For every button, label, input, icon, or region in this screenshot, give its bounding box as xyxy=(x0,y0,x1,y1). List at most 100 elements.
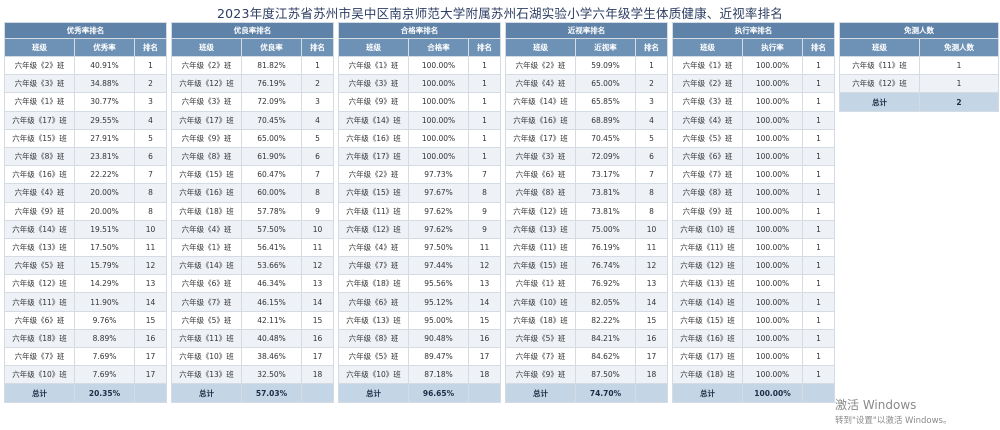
table-cell: 六年级《16》班 xyxy=(4,165,75,185)
table-row: 六年级《11》班 97.62% 9 xyxy=(338,201,502,221)
table-row: 六年级《13》班 17.50% 11 xyxy=(4,237,168,258)
table-cell: 13 xyxy=(467,274,502,294)
excellent-rate-table-caption: 优秀率排名 xyxy=(3,22,168,39)
table-cell: 六年级《16》班 xyxy=(171,183,242,203)
table-cell: 六年级《11》班 xyxy=(839,55,920,76)
table-cell: 17 xyxy=(133,346,168,367)
total-label: 总计 xyxy=(672,383,743,404)
pass-rate-table-caption: 合格率排名 xyxy=(337,22,502,39)
table-cell: 六年级《18》班 xyxy=(338,274,409,294)
table-cell: 17 xyxy=(300,346,335,367)
table-cell: 76.19% xyxy=(241,74,302,94)
table-cell: 六年级《2》班 xyxy=(505,55,576,76)
total-label: 总计 xyxy=(839,92,920,113)
table-cell: 75.00% xyxy=(575,219,636,239)
table-row: 六年级《15》班 100.00% 1 xyxy=(672,310,836,330)
table-row: 六年级《2》班 97.73% 7 xyxy=(338,165,502,185)
table-cell: 六年级《4》班 xyxy=(672,110,743,130)
total-value: 57.03% xyxy=(241,383,302,404)
table-row: 六年级《15》班 60.47% 7 xyxy=(171,165,335,185)
table-cell: 六年级《3》班 xyxy=(672,92,743,112)
table-cell: 7 xyxy=(467,165,502,185)
table-cell: 100.00% xyxy=(742,365,803,385)
table-cell: 72.09% xyxy=(241,92,302,112)
table-cell: 六年级《7》班 xyxy=(171,292,242,312)
table-cell: 六年级《3》班 xyxy=(505,146,576,167)
table-cell: 100.00% xyxy=(742,74,803,94)
table-cell: 22.22% xyxy=(74,165,135,185)
table-cell: 3 xyxy=(634,92,669,112)
table-row: 六年级《3》班 72.09% 6 xyxy=(505,146,669,167)
total-row: 总计 20.35% xyxy=(4,383,168,404)
table-cell: 1 xyxy=(467,55,502,76)
table-cell: 1 xyxy=(133,55,168,76)
column-header: 近视率 xyxy=(575,38,636,57)
table-row: 六年级《12》班 97.62% 9 xyxy=(338,219,502,239)
exempt-count-table: 免测人数 班级 免测人数 六年级《11》班 1 六年级《12》班 1 总计 2 xyxy=(839,22,999,113)
table-cell: 100.00% xyxy=(742,310,803,330)
table-row: 六年级《2》班 59.09% 1 xyxy=(505,55,669,76)
table-cell: 76.19% xyxy=(575,237,636,258)
table-cell: 1 xyxy=(801,183,836,203)
table-cell: 1 xyxy=(300,55,335,76)
table-cell: 15 xyxy=(467,310,502,330)
table-cell: 23.81% xyxy=(74,146,135,167)
table-cell: 六年级《13》班 xyxy=(505,219,576,239)
table-cell: 6 xyxy=(634,146,669,167)
table-cell: 六年级《1》班 xyxy=(4,92,75,112)
windows-activation-watermark: 激活 Windows 转到"设置"以激活 Windows。 xyxy=(835,396,951,426)
good-rate-table: 优良率排名 班级 优良率 排名 六年级《2》班 81.82% 1 六年级《12》班 76.19%… xyxy=(170,22,335,404)
table-row: 六年级《15》班 27.91% 5 xyxy=(4,128,168,148)
total-row: 总计 100.00% xyxy=(672,383,836,404)
table-cell: 10 xyxy=(133,219,168,239)
execution-rate-table-caption: 执行率排名 xyxy=(671,22,836,39)
table-cell: 六年级《12》班 xyxy=(672,256,743,276)
table-cell: 100.00% xyxy=(408,92,469,112)
table-row: 六年级《18》班 82.22% 15 xyxy=(505,310,669,330)
table-row: 六年级《14》班 53.66% 12 xyxy=(171,256,335,276)
table-cell: 1 xyxy=(801,74,836,94)
table-row: 六年级《18》班 8.89% 16 xyxy=(4,328,168,349)
table-row: 六年级《6》班 73.17% 7 xyxy=(505,165,669,185)
table-cell: 100.00% xyxy=(408,146,469,167)
table-cell: 六年级《17》班 xyxy=(505,128,576,148)
table-cell: 15 xyxy=(300,310,335,330)
table-cell: 六年级《8》班 xyxy=(505,183,576,203)
column-header: 班级 xyxy=(505,38,576,57)
table-row: 六年级《13》班 75.00% 10 xyxy=(505,219,669,239)
total-rank-empty xyxy=(801,383,836,404)
table-cell: 1 xyxy=(467,92,502,112)
table-cell: 14 xyxy=(467,292,502,312)
table-cell: 87.18% xyxy=(408,365,469,385)
table-cell: 1 xyxy=(801,328,836,349)
table-cell: 8.89% xyxy=(74,328,135,349)
table-cell: 1 xyxy=(801,292,836,312)
total-rank-empty xyxy=(300,383,335,404)
table-cell: 六年级《2》班 xyxy=(338,165,409,185)
total-row: 总计 96.65% xyxy=(338,383,502,404)
total-label: 总计 xyxy=(338,383,409,404)
table-cell: 84.21% xyxy=(575,328,636,349)
table-cell: 100.00% xyxy=(408,74,469,94)
table-row: 六年级《10》班 7.69% 17 xyxy=(4,365,168,385)
table-cell: 32.50% xyxy=(241,365,302,385)
table-cell: 100.00% xyxy=(742,328,803,349)
table-cell: 46.15% xyxy=(241,292,302,312)
table-cell: 87.50% xyxy=(575,365,636,385)
table-cell: 六年级《7》班 xyxy=(4,346,75,367)
table-cell: 9 xyxy=(467,201,502,221)
column-header: 班级 xyxy=(839,38,920,57)
table-row: 六年级《4》班 100.00% 1 xyxy=(672,110,836,130)
table-cell: 97.50% xyxy=(408,237,469,258)
table-cell: 1 xyxy=(467,146,502,167)
column-header: 排名 xyxy=(801,38,836,57)
total-label: 总计 xyxy=(4,383,75,404)
table-cell: 16 xyxy=(300,328,335,349)
table-cell: 六年级《9》班 xyxy=(4,201,75,221)
table-cell: 100.00% xyxy=(742,146,803,167)
table-cell: 84.62% xyxy=(575,346,636,367)
table-cell: 100.00% xyxy=(408,128,469,148)
table-cell: 六年级《4》班 xyxy=(171,219,242,239)
table-row: 六年级《4》班 57.50% 10 xyxy=(171,219,335,239)
total-value: 96.65% xyxy=(408,383,469,404)
